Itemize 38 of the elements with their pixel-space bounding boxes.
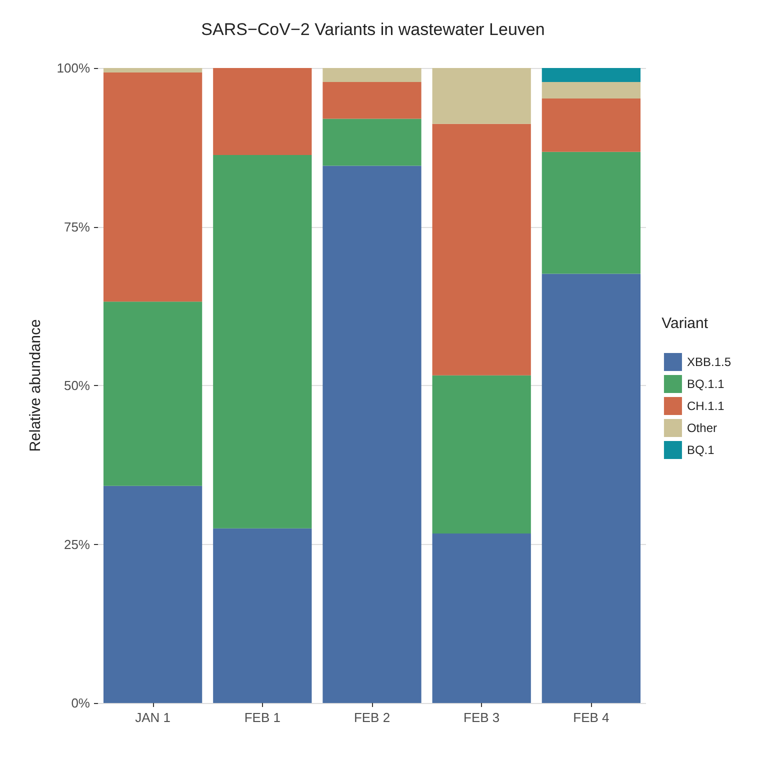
- y-axis-title: Relative abundance: [27, 319, 44, 452]
- chart-title: SARS−CoV−2 Variants in wastewater Leuven: [201, 20, 545, 39]
- bar: [213, 68, 312, 155]
- bar: [103, 302, 202, 486]
- legend-label: CH.1.1: [686, 399, 725, 413]
- y-tick-label: 50%: [64, 378, 90, 393]
- bar: [542, 152, 641, 274]
- bar: [432, 375, 531, 534]
- y-tick-label: 100%: [56, 60, 90, 76]
- legend-label: BQ.1: [686, 443, 715, 457]
- bar: [213, 154, 312, 528]
- x-tick-label: FEB 1: [244, 710, 280, 725]
- x-tick-label: FEB 3: [464, 710, 500, 725]
- bar: [432, 533, 531, 703]
- bar: [542, 274, 641, 703]
- bar: [103, 68, 202, 72]
- legend-label: XBB.1.5: [686, 355, 732, 369]
- bar: [432, 68, 531, 124]
- bar: [322, 82, 422, 119]
- y-tick-label: 25%: [64, 536, 90, 552]
- bar: [542, 82, 641, 98]
- y-tick-label: 0%: [71, 696, 90, 710]
- x-tick-label: JAN 1: [135, 710, 171, 725]
- bar: [322, 166, 422, 703]
- legend-title: Variant: [662, 315, 709, 332]
- legend-label: Other: [686, 421, 717, 435]
- bar: [103, 486, 202, 703]
- bar: [103, 72, 202, 302]
- y-tick-label: 75%: [64, 219, 90, 234]
- bar: [542, 98, 641, 152]
- bar: [213, 528, 312, 703]
- legend-label: BQ.1.1: [686, 377, 725, 391]
- bar: [322, 68, 422, 82]
- bar: [322, 118, 422, 166]
- bar: [542, 68, 641, 82]
- bar: [432, 124, 531, 376]
- x-tick-label: FEB 2: [354, 710, 390, 725]
- x-tick-label: FEB 4: [573, 710, 610, 725]
